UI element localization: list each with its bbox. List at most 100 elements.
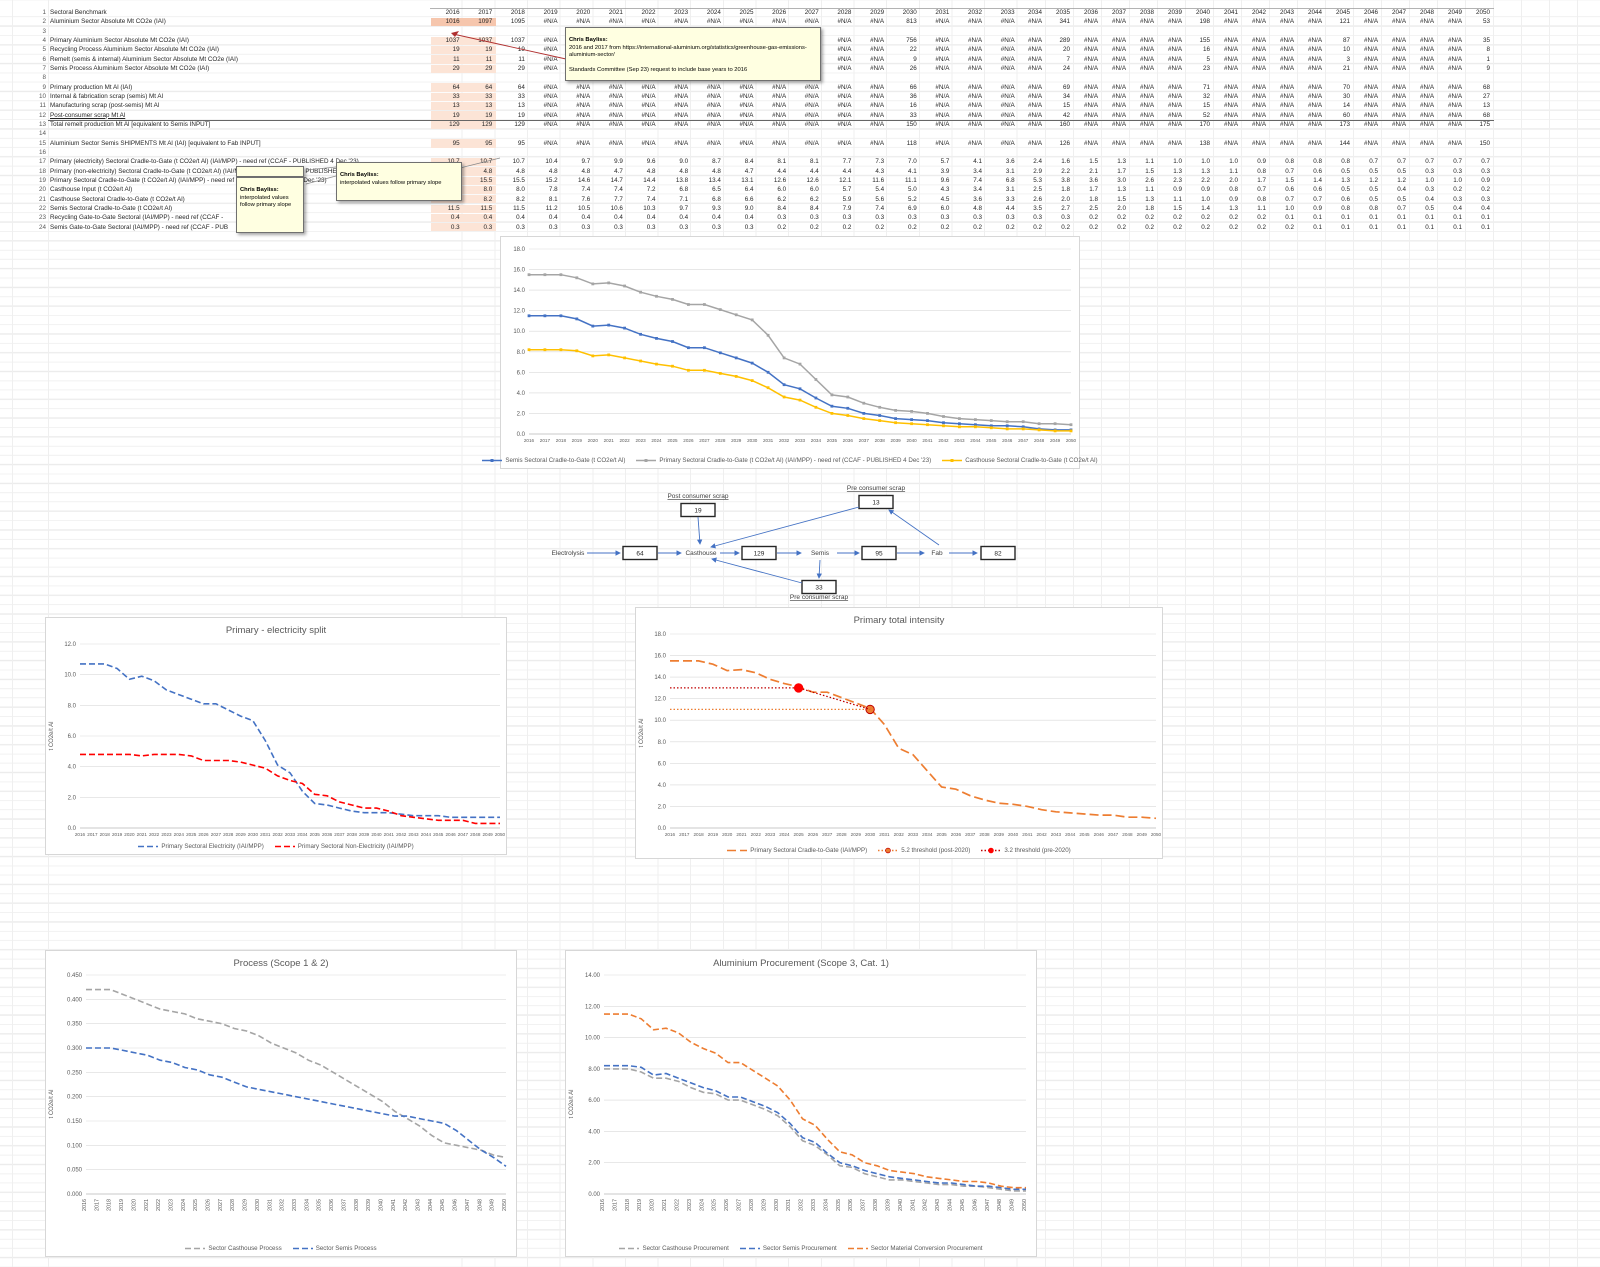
- cell-r17-2043[interactable]: 0.8: [1285, 158, 1295, 166]
- row-label[interactable]: Remelt (semis & internal) Aluminium Sect…: [50, 55, 238, 63]
- cell-r11-2038[interactable]: #N/A: [1140, 102, 1155, 110]
- row-number[interactable]: 19: [38, 176, 46, 184]
- cell-r15-2039[interactable]: #N/A: [1168, 139, 1183, 147]
- cell-r5-2036[interactable]: #N/A: [1084, 46, 1099, 54]
- comment-box-interpolated-1[interactable]: Chris Bayliss: interpolated values follow…: [336, 162, 462, 201]
- cell-r4-2029[interactable]: #N/A: [870, 36, 885, 44]
- cell-r23-2030[interactable]: 0.3: [907, 214, 917, 222]
- cell-r17-2036[interactable]: 1.5: [1089, 158, 1099, 166]
- cell-r10-2029[interactable]: #N/A: [870, 92, 885, 100]
- cell-r1-2017[interactable]: 2017: [478, 9, 493, 16]
- cell-r7-2048[interactable]: #N/A: [1420, 64, 1435, 72]
- cell-r9-2033[interactable]: #N/A: [1000, 83, 1015, 91]
- cell-r15-2033[interactable]: #N/A: [1000, 139, 1015, 147]
- cell-r20-2021[interactable]: 7.4: [614, 186, 623, 194]
- cell-r2-2048[interactable]: #N/A: [1420, 18, 1435, 26]
- cell-r13-2049[interactable]: #N/A: [1448, 120, 1463, 128]
- cell-r1-2025[interactable]: 2025: [739, 9, 754, 16]
- cell-r2-2032[interactable]: #N/A: [968, 18, 983, 26]
- cell-r5-2037[interactable]: #N/A: [1112, 46, 1127, 54]
- cell-r10-2025[interactable]: #N/A: [739, 92, 754, 100]
- cell-r18-2041[interactable]: 1.1: [1229, 167, 1239, 175]
- cell-r22-2022[interactable]: 10.3: [643, 204, 656, 212]
- cell-r11-2042[interactable]: #N/A: [1252, 102, 1267, 110]
- value-box-electrolysis-out[interactable]: 64: [622, 545, 658, 561]
- cell-r11-2043[interactable]: #N/A: [1280, 102, 1295, 110]
- value-box-semis-out[interactable]: 95: [861, 545, 897, 561]
- cell-r22-2024[interactable]: 9.3: [712, 204, 721, 212]
- cell-r20-2028[interactable]: 5.7: [842, 186, 852, 194]
- cell-r18-2050[interactable]: 0.3: [1481, 167, 1491, 175]
- cell-r10-2038[interactable]: #N/A: [1140, 92, 1155, 100]
- cell-r21-2043[interactable]: 0.7: [1285, 195, 1295, 203]
- cell-r10-2018[interactable]: 33: [517, 92, 525, 100]
- cell-r6-2034[interactable]: #N/A: [1028, 55, 1043, 63]
- cell-r24-2021[interactable]: 0.3: [614, 223, 623, 231]
- row-label[interactable]: Aluminium Sector Absolute Mt CO2e (IAI): [50, 18, 166, 26]
- cell-r6-2035[interactable]: 7: [1066, 55, 1071, 63]
- cell-r21-2039[interactable]: 1.1: [1173, 195, 1183, 203]
- cell-r9-2047[interactable]: #N/A: [1392, 83, 1407, 91]
- cell-r20-2034[interactable]: 2.5: [1033, 186, 1043, 194]
- cell-r20-2025[interactable]: 6.4: [744, 186, 754, 194]
- cell-r17-2050[interactable]: 0.7: [1481, 158, 1491, 166]
- cell-r21-2023[interactable]: 7.1: [679, 195, 689, 203]
- cell-r19-2050[interactable]: 0.9: [1481, 176, 1491, 184]
- cell-r1-2031[interactable]: 2031: [935, 9, 950, 16]
- cell-r23-2021[interactable]: 0.4: [614, 214, 623, 222]
- cell-r1-2034[interactable]: 2034: [1028, 9, 1043, 16]
- cell-r2-2033[interactable]: #N/A: [1000, 18, 1015, 26]
- cell-r20-2042[interactable]: 0.7: [1257, 186, 1267, 194]
- cell-r7-2046[interactable]: #N/A: [1364, 64, 1379, 72]
- cell-r11-2045[interactable]: 14: [1343, 102, 1351, 110]
- cell-r21-2026[interactable]: 6.2: [777, 195, 787, 203]
- cell-r13-2043[interactable]: #N/A: [1280, 120, 1295, 128]
- cell-r2-2044[interactable]: #N/A: [1308, 18, 1323, 26]
- cell-r24-2032[interactable]: 0.2: [973, 223, 983, 231]
- cell-r21-2034[interactable]: 2.6: [1033, 195, 1043, 203]
- cell-r20-2020[interactable]: 7.4: [581, 186, 591, 194]
- cell-r23-2017[interactable]: 0.4: [483, 214, 493, 222]
- cell-r23-2034[interactable]: 0.3: [1033, 214, 1043, 222]
- cell-r5-2017[interactable]: 19: [485, 46, 493, 54]
- cell-r24-2034[interactable]: 0.2: [1033, 223, 1043, 231]
- cell-r4-2030[interactable]: 756: [906, 36, 917, 44]
- comment-box-author-only[interactable]: Chris Bayliss:: [236, 166, 304, 177]
- cell-r2-2039[interactable]: #N/A: [1168, 18, 1183, 26]
- cell-r1-2043[interactable]: 2043: [1280, 9, 1295, 16]
- cell-r9-2022[interactable]: #N/A: [641, 83, 656, 91]
- cell-r18-2043[interactable]: 0.7: [1285, 167, 1295, 175]
- cell-r21-2017[interactable]: 8.2: [483, 195, 493, 203]
- cell-r4-2041[interactable]: #N/A: [1224, 36, 1239, 44]
- cell-r10-2022[interactable]: #N/A: [641, 92, 656, 100]
- cell-r18-2046[interactable]: 0.5: [1369, 167, 1379, 175]
- cell-r15-2022[interactable]: #N/A: [641, 139, 656, 147]
- cell-r20-2048[interactable]: 0.3: [1425, 186, 1435, 194]
- cell-r9-2017[interactable]: 64: [485, 83, 493, 91]
- cell-r11-2025[interactable]: #N/A: [739, 102, 754, 110]
- cell-r10-2031[interactable]: #N/A: [935, 92, 950, 100]
- cell-r1-2033[interactable]: 2033: [1000, 9, 1015, 16]
- cell-r2-2031[interactable]: #N/A: [935, 18, 950, 26]
- cell-r10-2036[interactable]: #N/A: [1084, 92, 1099, 100]
- cell-r13-2046[interactable]: #N/A: [1364, 120, 1379, 128]
- cell-r19-2046[interactable]: 1.2: [1369, 176, 1379, 184]
- cell-r11-2040[interactable]: 15: [1203, 102, 1211, 110]
- cell-r13-2020[interactable]: #N/A: [576, 120, 591, 128]
- cell-r17-2037[interactable]: 1.3: [1117, 158, 1127, 166]
- row-label[interactable]: Semis Sectoral Cradle-to-Gate (t CO2e/t …: [50, 204, 173, 212]
- cell-r4-2040[interactable]: 155: [1199, 36, 1211, 44]
- cell-r18-2048[interactable]: 0.3: [1425, 167, 1435, 175]
- cell-r5-2018[interactable]: 19: [517, 46, 525, 54]
- cell-r11-2017[interactable]: 13: [485, 102, 493, 110]
- cell-r22-2044[interactable]: 0.9: [1313, 204, 1323, 212]
- cell-r1-2050[interactable]: 2050: [1476, 9, 1491, 16]
- cell-r13-2024[interactable]: #N/A: [706, 120, 721, 128]
- row-number[interactable]: 24: [38, 223, 46, 231]
- cell-r23-2038[interactable]: 0.2: [1145, 214, 1155, 222]
- row-number[interactable]: 1: [42, 9, 46, 16]
- cell-r23-2044[interactable]: 0.1: [1313, 214, 1323, 222]
- cell-r2-2043[interactable]: #N/A: [1280, 18, 1295, 26]
- chart-process[interactable]: 0.000 0.050 0.100 0.150 0.200 0.250 0.300 0.350…: [45, 950, 517, 1257]
- cell-r23-2050[interactable]: 0.1: [1481, 214, 1491, 222]
